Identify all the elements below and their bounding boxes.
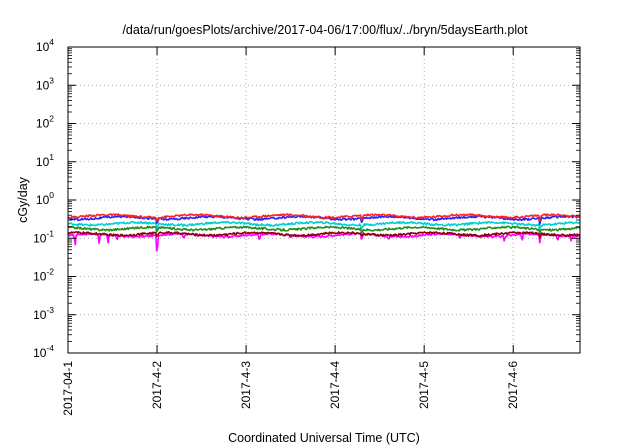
y-tick-label: 10-2	[33, 267, 54, 284]
y-tick-label: 101	[36, 152, 54, 169]
y-tick-label: 103	[36, 75, 54, 92]
y-tick-label: 104	[36, 37, 54, 54]
y-tick-label: 10-3	[33, 305, 54, 322]
x-axis-label: Coordinated Universal Time (UTC)	[228, 431, 420, 445]
chart-title: /data/run/goesPlots/archive/2017-04-06/1…	[122, 23, 528, 37]
x-tick-label: 2017-04-1	[61, 361, 75, 416]
x-tick-label: 2017-4-3	[239, 361, 253, 409]
series-line-2	[67, 230, 581, 239]
series-line-6	[67, 213, 581, 223]
x-tick-label: 2017-4-5	[417, 361, 431, 409]
x-tick-label: 2017-4-4	[328, 361, 342, 409]
y-tick-label: 10-4	[33, 343, 54, 360]
x-tick-label: 2017-4-2	[150, 361, 164, 409]
series-group	[67, 213, 581, 252]
series-line-4	[67, 220, 581, 231]
series-line-3	[67, 225, 581, 234]
x-axis: 2017-04-1 2017-4-2 2017-4-3 2017-4-4 2017-4-…	[61, 47, 520, 416]
x-tick-label: 2017-4-6	[506, 361, 520, 409]
y-tick-label: 102	[36, 114, 54, 131]
y-axis-label: cGy/day	[16, 176, 30, 223]
series-line-1	[67, 232, 581, 252]
y-axis: 10-4 10-3 10-2 10-1 100 101 102 103 104	[33, 37, 580, 360]
y-tick-label: 10-1	[33, 228, 54, 245]
grid	[68, 47, 580, 353]
y-tick-label: 100	[36, 190, 54, 207]
